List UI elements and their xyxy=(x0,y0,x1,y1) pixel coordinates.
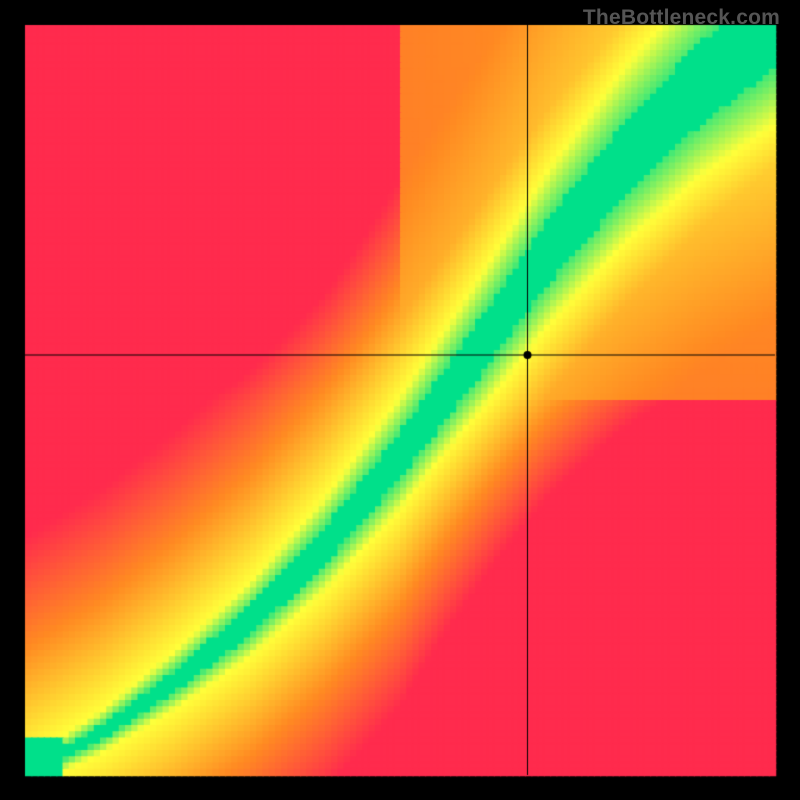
watermark-text: TheBottleneck.com xyxy=(583,6,780,30)
bottleneck-heatmap xyxy=(0,0,800,800)
chart-container: TheBottleneck.com xyxy=(0,0,800,800)
